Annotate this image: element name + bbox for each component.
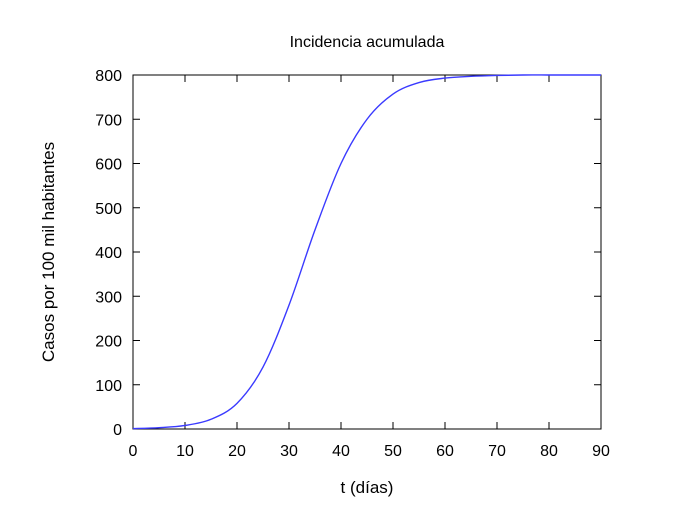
x-axis-tick-labels: 0 10 20 30 40 50 60 70 80 90	[129, 443, 610, 460]
y-tick-label: 600	[95, 157, 122, 174]
y-tick-label: 500	[95, 201, 122, 218]
y-tick-label: 0	[113, 422, 122, 439]
axis-ticks	[132, 74, 602, 430]
x-tick-label: 20	[228, 443, 246, 460]
y-tick-label: 400	[95, 245, 122, 262]
x-tick-label: 30	[280, 443, 298, 460]
series-layer	[132, 74, 601, 430]
plot-area-frame	[132, 74, 602, 430]
incidence-curve	[132, 74, 601, 430]
x-tick-label: 10	[176, 443, 194, 460]
y-tick-label: 300	[95, 289, 122, 306]
y-tick-label: 700	[95, 112, 122, 129]
y-tick-label: 100	[95, 378, 122, 395]
x-tick-label: 90	[592, 443, 610, 460]
y-tick-label: 800	[95, 68, 122, 85]
x-axis-label: t (días)	[341, 478, 394, 497]
y-axis-label: Casos por 100 mil habitantes	[39, 142, 58, 362]
x-tick-label: 80	[540, 443, 558, 460]
x-tick-label: 50	[384, 443, 402, 460]
x-tick-label: 60	[436, 443, 454, 460]
x-tick-label: 70	[488, 443, 506, 460]
x-tick-label: 40	[332, 443, 350, 460]
y-axis-tick-labels: 0 100 200 300 400 500 600 700 800	[95, 68, 122, 439]
x-tick-label: 0	[129, 443, 138, 460]
y-tick-label: 200	[95, 334, 122, 351]
chart-title: Incidencia acumulada	[290, 34, 445, 51]
